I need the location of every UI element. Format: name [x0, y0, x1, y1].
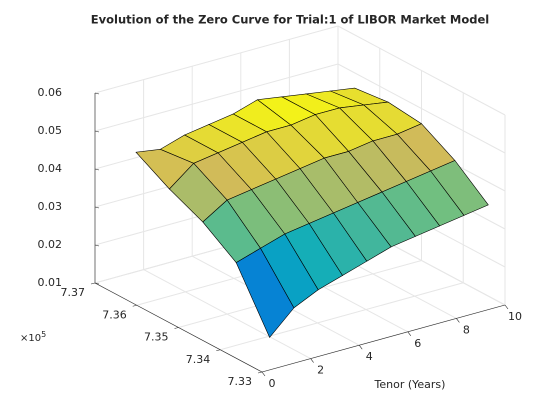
z-tick-label: 0.06 — [38, 86, 63, 99]
x-tick-label: 8 — [463, 323, 470, 336]
x-tick — [310, 358, 314, 363]
x-tick — [407, 331, 412, 336]
grid-line — [337, 25, 506, 116]
y-multiplier: ×105 — [20, 330, 46, 345]
z-tick-label: 0.02 — [38, 238, 63, 251]
z-tick-label: 0.01 — [38, 276, 63, 289]
chart-title: Evolution of the Zero Curve for Trial:1 … — [91, 13, 489, 27]
z-tick-label: 0.03 — [38, 200, 63, 213]
z-tick — [94, 168, 100, 171]
grid-line — [220, 282, 464, 351]
x-tick-label: 4 — [366, 350, 373, 363]
z-tick — [94, 282, 100, 285]
x-tick — [358, 345, 363, 350]
y-tick-label: 7.35 — [144, 331, 169, 344]
y-tick-label: 7.33 — [228, 375, 253, 388]
y-tick — [174, 327, 179, 329]
y-tick — [132, 304, 137, 307]
x-tick — [261, 371, 266, 377]
x-tick-label: 2 — [317, 364, 324, 377]
grid-line — [94, 63, 339, 132]
x-tick — [456, 318, 460, 323]
y-multiplier-base: ×10 — [20, 333, 41, 344]
y-tick-label: 7.37 — [61, 286, 86, 299]
x-axis — [261, 304, 506, 373]
z-tick-label: 0.05 — [38, 124, 63, 137]
z-tick — [94, 206, 100, 209]
z-tick — [94, 130, 100, 133]
z-tick — [94, 92, 100, 95]
grid-line — [94, 25, 339, 94]
x-axis-label: Tenor (Years) — [374, 378, 446, 391]
x-tick-label: 6 — [414, 337, 421, 350]
y-multiplier-exponent: 5 — [41, 330, 46, 339]
y-tick — [257, 371, 263, 374]
y-tick-label: 7.34 — [186, 353, 211, 366]
z-tick — [94, 244, 100, 247]
y-tick — [216, 349, 221, 352]
x-tick-label: 10 — [508, 310, 522, 323]
y-tick — [90, 282, 96, 285]
x-tick-label: 0 — [269, 377, 276, 390]
grid-line — [337, 63, 506, 154]
z-tick-label: 0.04 — [38, 162, 63, 175]
x-tick — [504, 304, 509, 310]
surface-patch — [235, 247, 295, 338]
y-tick-label: 7.36 — [102, 308, 127, 321]
